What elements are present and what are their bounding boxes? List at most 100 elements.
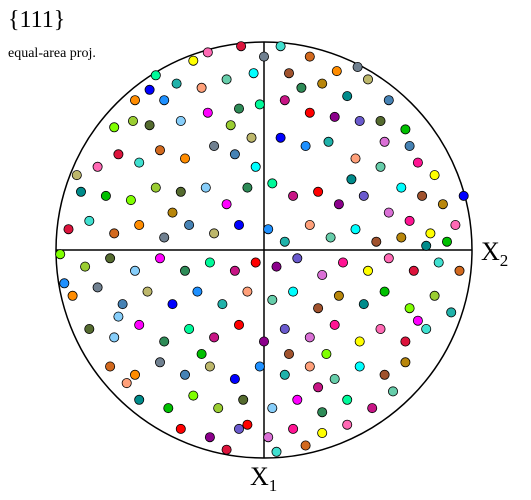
pole-point	[134, 219, 145, 230]
pole-point	[263, 224, 274, 235]
pole-point	[171, 78, 182, 89]
pole-point	[144, 84, 155, 95]
pole-point	[321, 348, 332, 359]
pole-point	[352, 62, 363, 73]
pole-point	[404, 303, 415, 314]
pole-point	[279, 323, 290, 334]
pole-point	[204, 432, 215, 443]
pole-point	[317, 269, 328, 280]
pole-point	[358, 299, 369, 310]
pole-point	[125, 195, 136, 206]
pole-point	[84, 215, 95, 226]
pole-point	[154, 145, 165, 156]
pole-point	[167, 207, 178, 218]
pole-point	[242, 419, 253, 430]
pole-point	[362, 74, 373, 85]
pole-point	[323, 136, 334, 147]
pole-point	[429, 290, 440, 301]
pole-point	[184, 219, 195, 230]
pole-point	[404, 140, 415, 151]
pole-point	[317, 78, 328, 89]
pole-point	[441, 236, 452, 247]
pole-point	[175, 423, 186, 434]
pole-point	[209, 332, 220, 343]
pole-point	[371, 236, 382, 247]
pole-point	[375, 116, 386, 127]
pole-point	[267, 403, 278, 414]
pole-point	[383, 95, 394, 106]
pole-point	[421, 323, 432, 334]
pole-point	[233, 103, 244, 114]
pole-point	[100, 190, 111, 201]
pole-point	[63, 224, 74, 235]
pole-point	[313, 303, 324, 314]
pole-point	[204, 257, 215, 268]
pole-point	[159, 232, 170, 243]
pole-point	[196, 82, 207, 93]
pole-point	[144, 120, 155, 131]
pole-point	[421, 240, 432, 251]
pole-point	[342, 394, 353, 405]
pole-point	[350, 153, 361, 164]
pole-point	[425, 228, 436, 239]
pole-point	[248, 68, 259, 79]
pole-point	[412, 157, 423, 168]
pole-point	[221, 74, 232, 85]
pole-point	[458, 190, 469, 201]
pole-point	[400, 336, 411, 347]
pole-point	[179, 369, 190, 380]
pole-point	[225, 120, 236, 131]
pole-point	[246, 132, 257, 143]
pole-point	[313, 382, 324, 393]
pole-point	[121, 378, 132, 389]
pole-point	[84, 323, 95, 334]
pole-point	[129, 369, 140, 380]
axis-label-x2: X2	[481, 237, 508, 270]
pole-point	[350, 224, 361, 235]
pole-point	[159, 336, 170, 347]
pole-point	[279, 369, 290, 380]
pole-point	[317, 427, 328, 438]
pole-point	[209, 140, 220, 151]
pole-point	[202, 47, 213, 58]
pole-point	[254, 361, 265, 372]
pole-point	[417, 190, 428, 201]
pole-point	[117, 299, 128, 310]
pole-point	[142, 286, 153, 297]
pole-point	[375, 161, 386, 172]
pole-point	[329, 373, 340, 384]
pole-point	[429, 170, 440, 181]
pole-point	[446, 307, 457, 318]
pole-point	[258, 51, 269, 62]
pole-point	[379, 369, 390, 380]
pole-point	[408, 265, 419, 276]
pole-point	[80, 261, 91, 272]
pole-point	[163, 403, 174, 414]
pole-point	[367, 403, 378, 414]
pole-point	[283, 348, 294, 359]
pole-point	[179, 265, 190, 276]
pole-point	[202, 107, 213, 118]
pole-point	[238, 394, 249, 405]
pole-point	[76, 186, 87, 197]
pole-point	[134, 394, 145, 405]
pole-point	[450, 219, 461, 230]
pole-point	[105, 253, 116, 264]
pole-point	[92, 161, 103, 172]
pole-point	[221, 199, 232, 210]
pole-point	[233, 423, 244, 434]
pole-point	[288, 190, 299, 201]
pole-point	[263, 432, 274, 443]
pole-point	[271, 261, 282, 272]
pole-point	[454, 265, 465, 276]
pole-point	[304, 361, 315, 372]
pole-point	[283, 68, 294, 79]
pole-point	[134, 319, 145, 330]
pole-point	[233, 219, 244, 230]
pole-point	[354, 361, 365, 372]
pole-point	[304, 107, 315, 118]
axis-label-x1: X1	[250, 462, 277, 495]
pole-point	[379, 286, 390, 297]
pole-point	[396, 232, 407, 243]
